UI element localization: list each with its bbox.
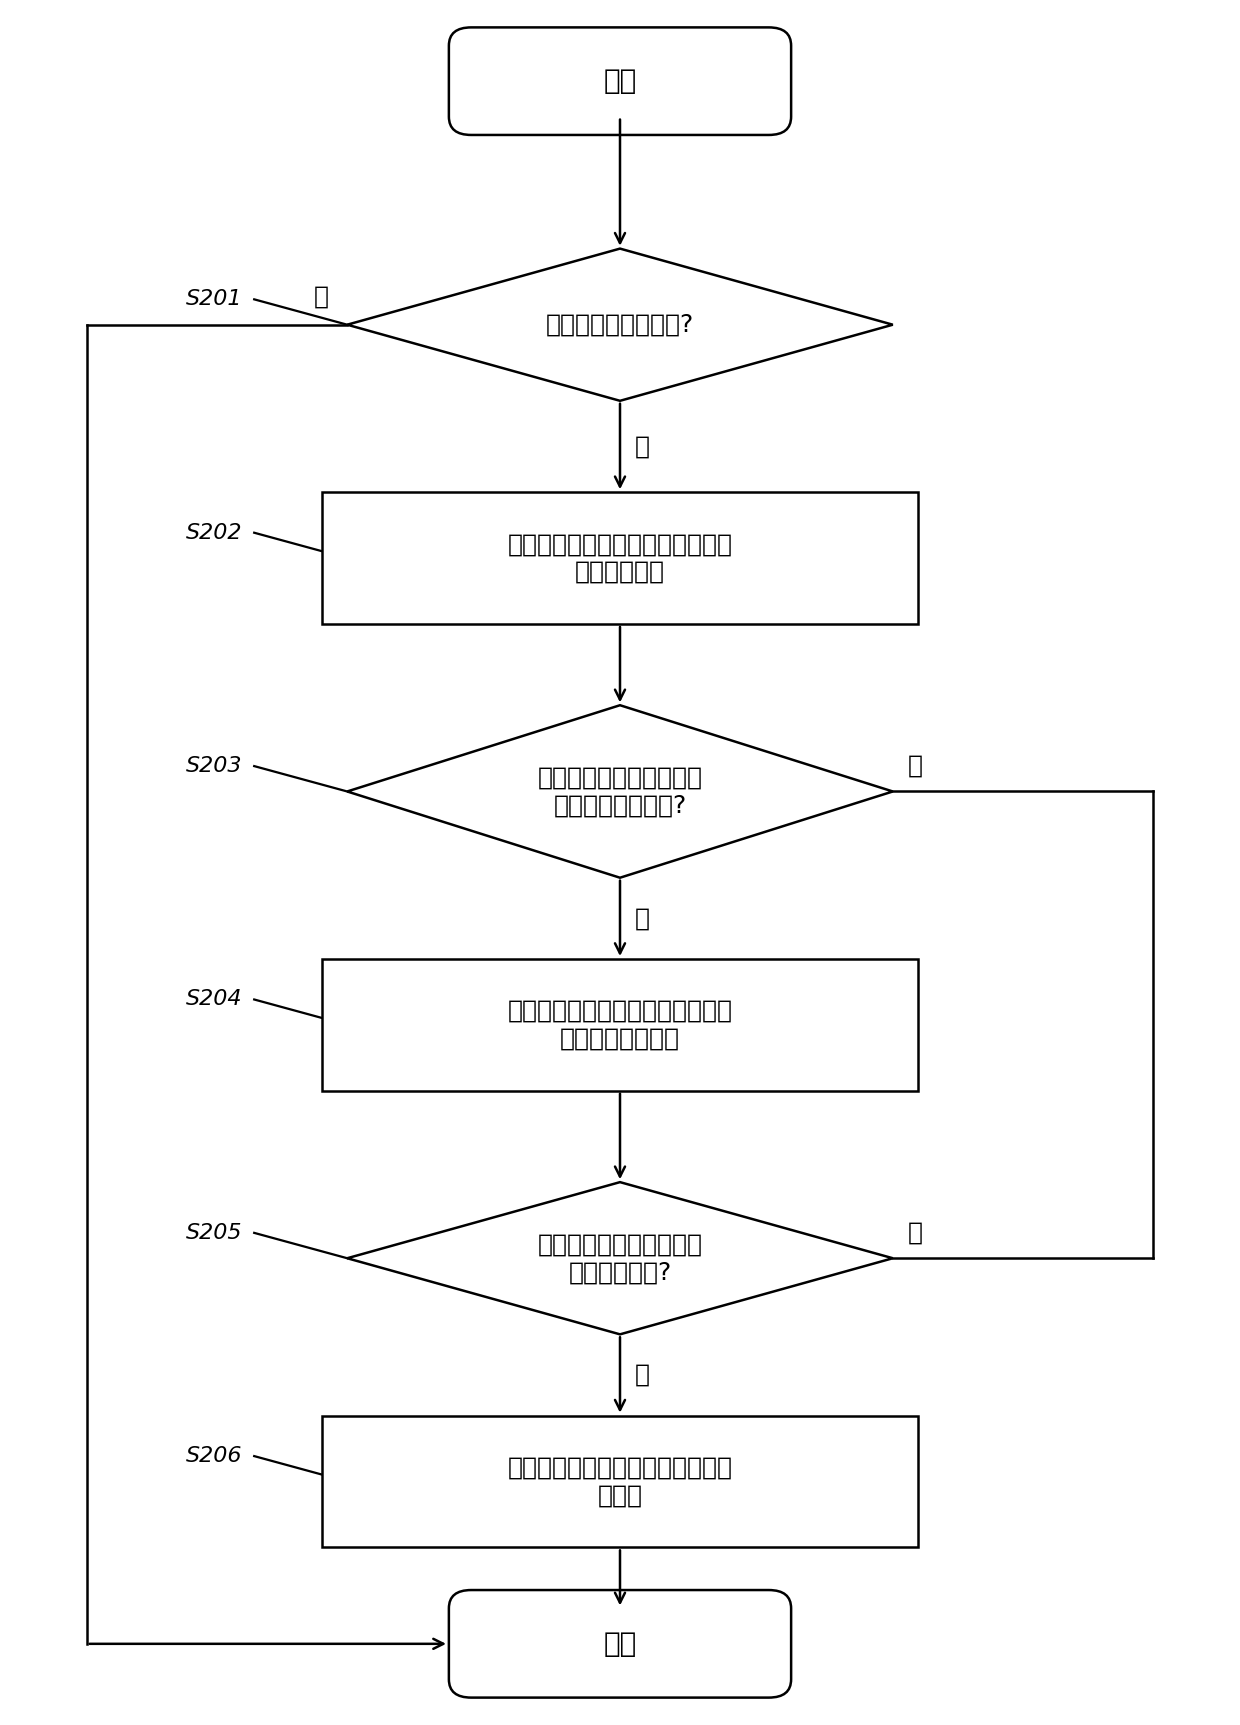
Polygon shape: [347, 248, 893, 400]
Text: S205: S205: [186, 1223, 243, 1244]
Text: 否: 否: [314, 285, 329, 309]
Text: S202: S202: [186, 523, 243, 543]
Text: 是: 是: [635, 906, 650, 930]
Polygon shape: [347, 1182, 893, 1335]
Bar: [322, 492, 918, 624]
Text: 否: 否: [908, 1221, 923, 1245]
Text: 用户终端处于高速运动状
态或中速运动状态?: 用户终端处于高速运动状 态或中速运动状态?: [537, 766, 703, 818]
FancyBboxPatch shape: [449, 1590, 791, 1697]
Text: 否: 否: [908, 754, 923, 778]
Text: S206: S206: [186, 1446, 243, 1466]
Text: 是: 是: [635, 1363, 650, 1387]
Text: 向所述用户终端发送跨制式切换指
示消息: 向所述用户终端发送跨制式切换指 示消息: [507, 1456, 733, 1508]
Text: S201: S201: [186, 290, 243, 309]
Text: 结束: 结束: [604, 1630, 636, 1658]
FancyBboxPatch shape: [449, 28, 791, 135]
Text: S203: S203: [186, 756, 243, 776]
Text: 用户终端处于连接态?: 用户终端处于连接态?: [546, 312, 694, 336]
Bar: [322, 1416, 918, 1547]
Text: 开始: 开始: [604, 67, 636, 95]
Text: 是: 是: [635, 435, 650, 459]
Text: 生成用户终端在所述第一制式下的
运动状态指示信息: 生成用户终端在所述第一制式下的 运动状态指示信息: [507, 999, 733, 1051]
Text: 将用户终端从第一制式切
换至第二制式?: 将用户终端从第一制式切 换至第二制式?: [537, 1232, 703, 1283]
Text: 评估所述用户终端在第一制式下连
接态的移动性: 评估所述用户终端在第一制式下连 接态的移动性: [507, 533, 733, 585]
Polygon shape: [347, 706, 893, 878]
Bar: [322, 959, 918, 1090]
Text: S204: S204: [186, 990, 243, 1009]
